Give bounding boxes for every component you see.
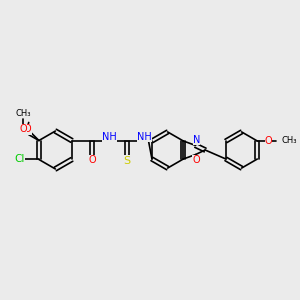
Text: NH: NH [102,132,117,142]
Text: O: O [88,155,96,165]
Text: CH₃: CH₃ [16,109,31,118]
Text: O: O [192,155,200,165]
Text: S: S [124,156,131,166]
Text: CH₃: CH₃ [281,136,297,146]
Text: Cl: Cl [14,154,24,164]
Text: O: O [23,124,31,134]
Text: N: N [193,135,200,145]
Text: NH: NH [137,132,152,142]
Text: O: O [265,136,272,146]
Text: O: O [20,124,27,134]
